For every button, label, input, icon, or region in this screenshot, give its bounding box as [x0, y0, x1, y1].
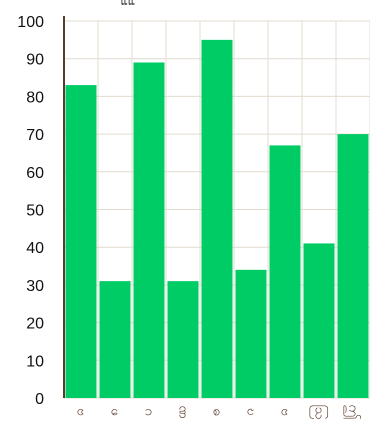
y-tick-label: 30 — [26, 278, 44, 295]
y-tick-label: 40 — [26, 240, 44, 257]
x-tick-label: ဤ — [344, 405, 362, 421]
x-tick-label: ဏ — [176, 405, 191, 418]
y-tick-label: 90 — [26, 52, 44, 69]
y-tick-label: 60 — [26, 165, 44, 182]
y-tick-label: 100 — [17, 14, 44, 31]
x-tick-label: ဩ — [310, 405, 329, 420]
bar — [65, 85, 97, 398]
y-tick-label: 10 — [26, 353, 44, 370]
bar — [133, 62, 165, 398]
x-tick-label: ဗ — [278, 408, 293, 415]
x-tick-label: ဗ — [74, 408, 89, 415]
bar — [235, 269, 267, 398]
bar — [303, 243, 335, 398]
chart-title: ແແ — [121, 0, 135, 8]
x-tick-label: ဓ — [210, 408, 225, 415]
bar — [337, 134, 369, 398]
bar — [269, 145, 301, 398]
bar — [167, 281, 199, 398]
y-tick-label: 0 — [35, 391, 44, 408]
y-axis-ticks: 0 10 20 30 40 50 60 70 80 90 100 — [17, 14, 44, 408]
bar — [201, 39, 233, 398]
y-tick-label: 80 — [26, 89, 44, 106]
x-tick-label: ဖ — [108, 408, 123, 415]
x-tick-label: ဂ — [142, 408, 157, 415]
bars — [65, 39, 369, 398]
y-tick-label: 50 — [26, 203, 44, 220]
y-tick-label: 70 — [26, 127, 44, 144]
bar — [99, 281, 131, 398]
y-tick-label: 20 — [26, 316, 44, 333]
x-tick-label: ဎ — [244, 408, 259, 415]
x-axis-ticks: ဗ ဖ ဂ ဏ ဓ ဎ ဗ ဩဤ — [74, 405, 362, 421]
